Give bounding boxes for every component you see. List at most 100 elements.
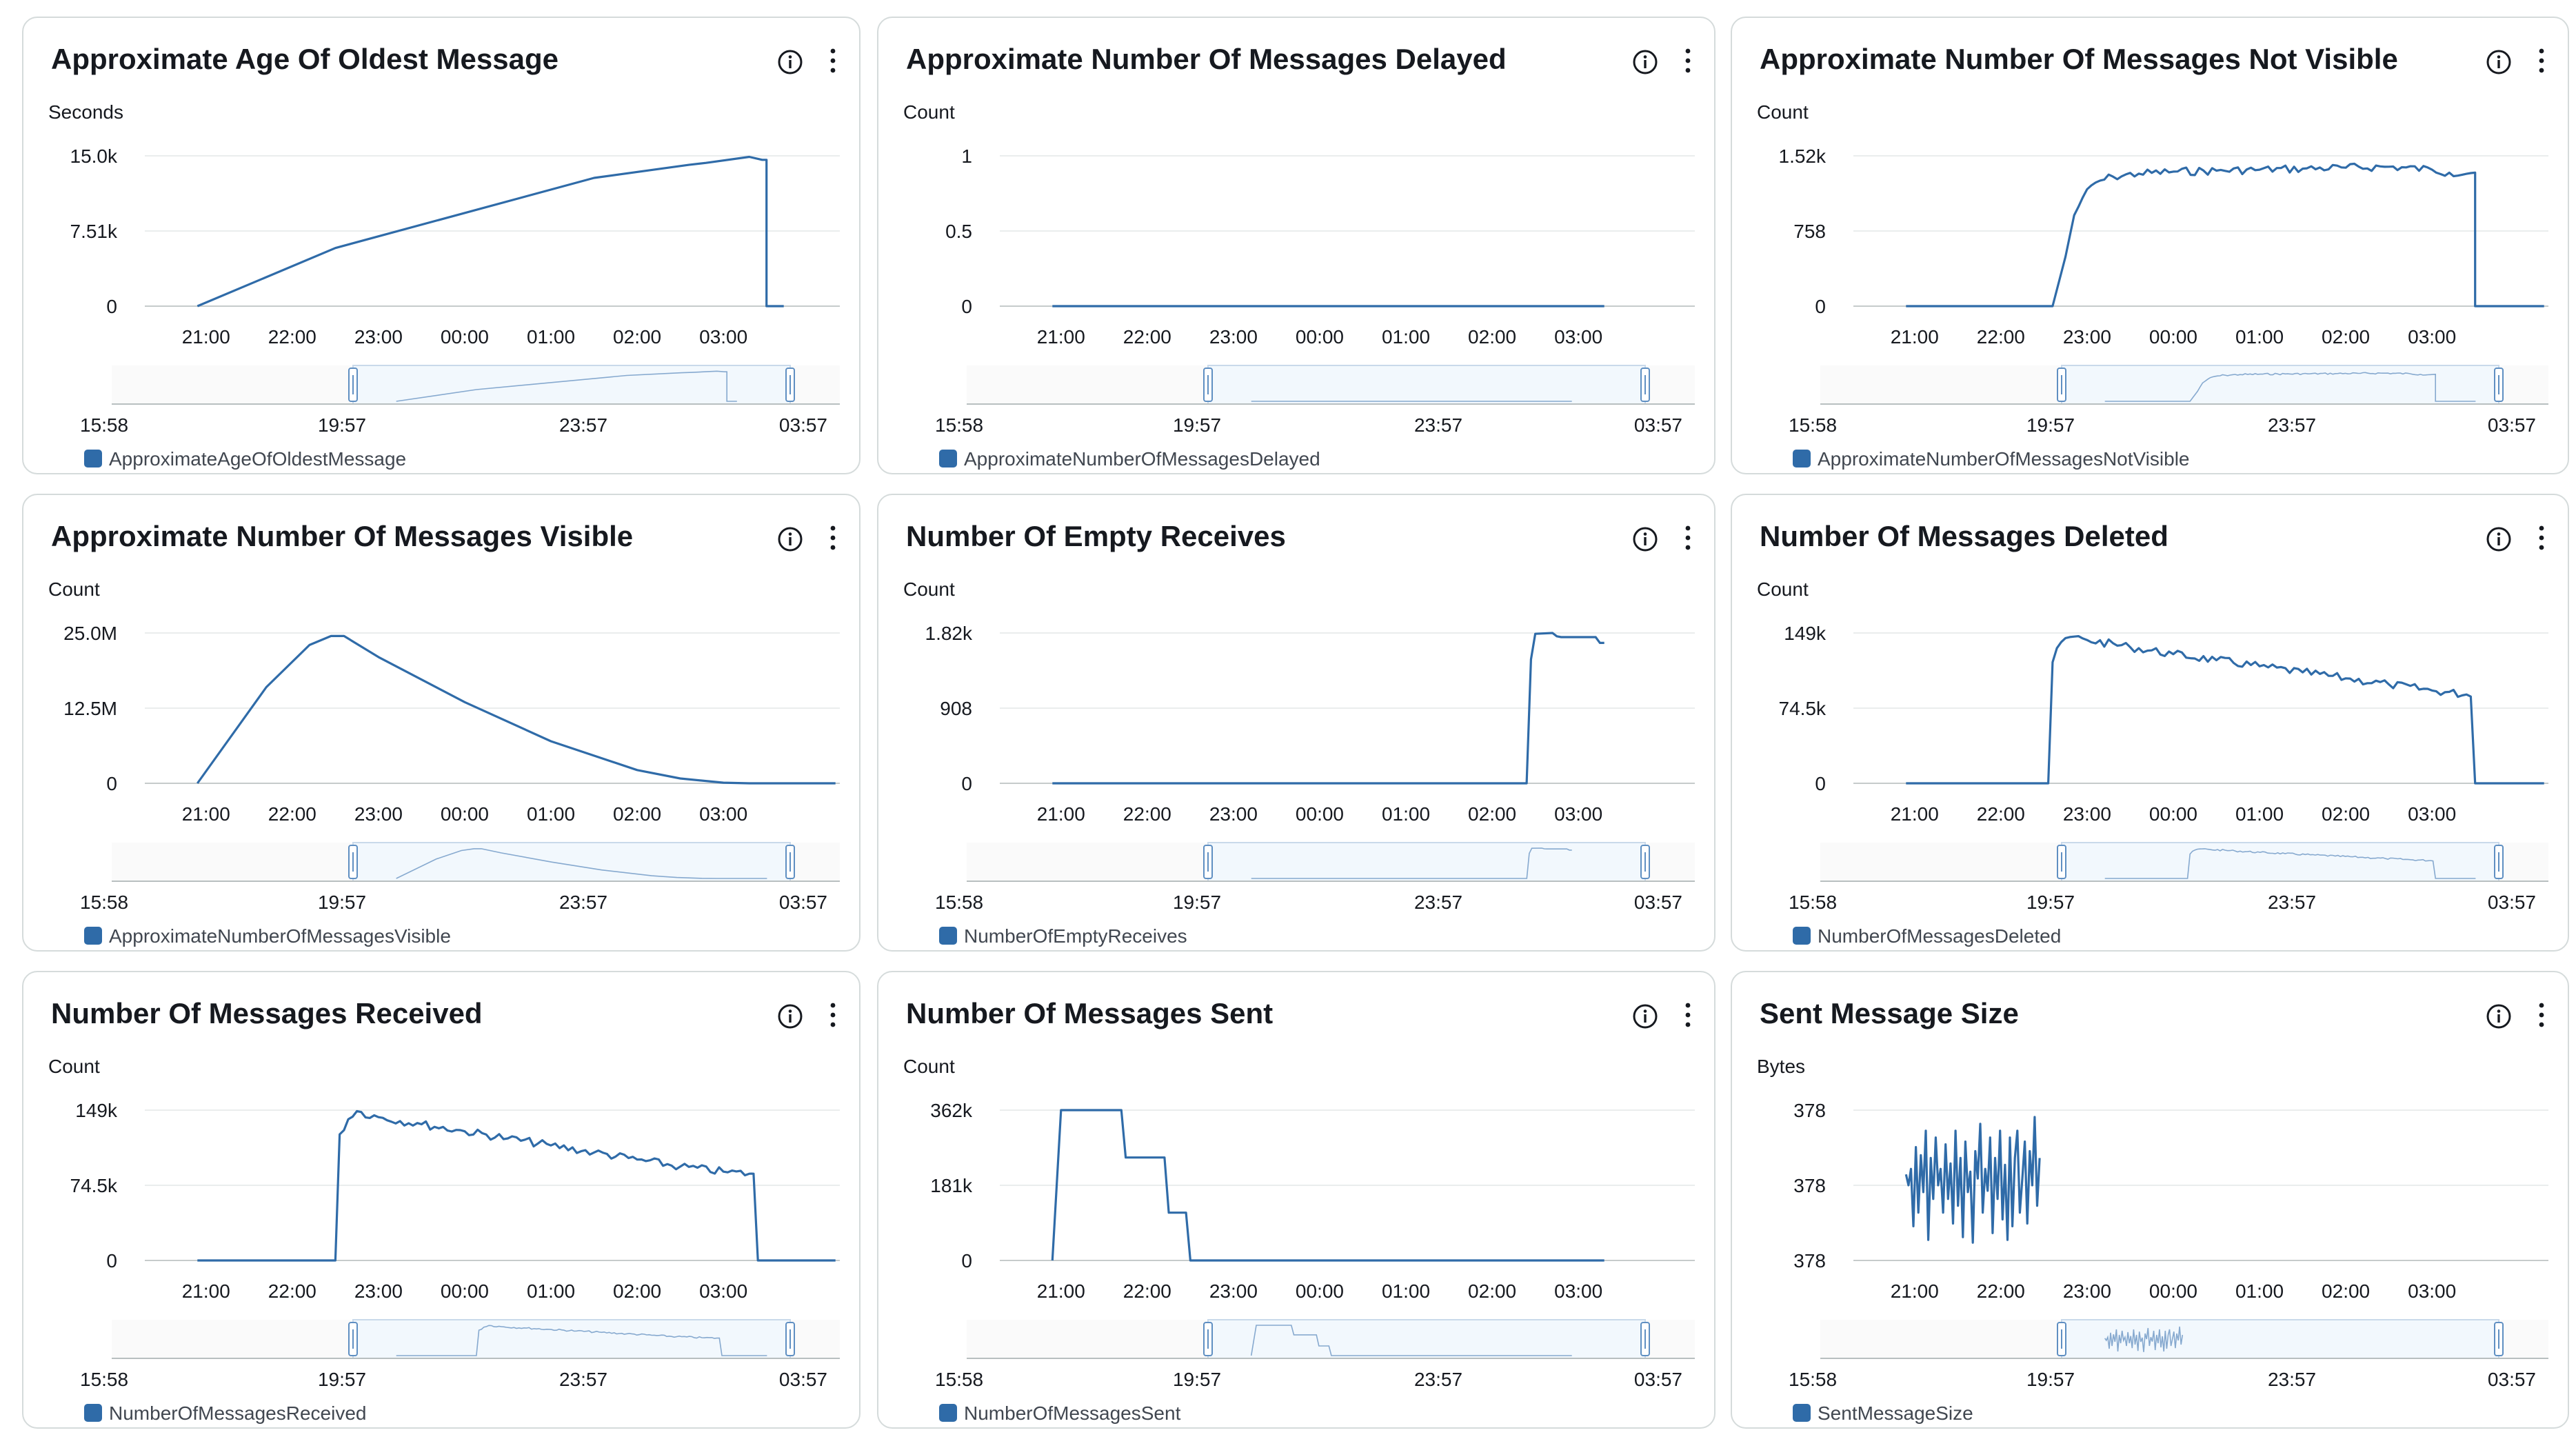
navigator-tick-label: 19:57 bbox=[2026, 414, 2075, 436]
metric-widget: Approximate Number Of Messages Delayed Co… bbox=[877, 17, 1715, 474]
x-tick-label: 22:00 bbox=[1977, 326, 2025, 348]
widget-title: Number Of Empty Receives bbox=[906, 520, 1286, 552]
info-icon[interactable] bbox=[2485, 48, 2513, 76]
navigator-tick-label: 03:57 bbox=[1634, 414, 1682, 436]
info-icon[interactable] bbox=[1631, 525, 1659, 553]
x-tick-label: 03:00 bbox=[1554, 803, 1602, 825]
legend-swatch[interactable] bbox=[84, 1404, 102, 1422]
series-line bbox=[1904, 1116, 2041, 1244]
x-tick-label: 02:00 bbox=[2322, 326, 2370, 348]
navigator-selection[interactable] bbox=[1207, 365, 1646, 405]
x-tick-label: 23:00 bbox=[354, 326, 403, 348]
x-tick-label: 01:00 bbox=[1382, 326, 1430, 348]
chart[interactable]: Count 1.82k 908 0 21:00 22:00 23:00 00:00 01:00 0… bbox=[878, 495, 1715, 952]
navigator-selection[interactable] bbox=[352, 1319, 791, 1359]
legend-swatch[interactable] bbox=[939, 927, 957, 945]
navigator-series bbox=[396, 370, 737, 402]
more-vertical-icon[interactable] bbox=[2533, 523, 2550, 553]
navigator-selection[interactable] bbox=[2061, 365, 2499, 405]
legend-swatch[interactable] bbox=[1793, 450, 1811, 467]
x-tick-label: 02:00 bbox=[613, 1280, 661, 1302]
x-tick-label: 21:00 bbox=[182, 803, 230, 825]
info-icon[interactable] bbox=[1631, 48, 1659, 76]
legend-label[interactable]: SentMessageSize bbox=[1818, 1402, 1973, 1424]
chart[interactable]: Seconds 15.0k 7.51k 0 21:00 22:00 23:00 00:00 01… bbox=[23, 18, 861, 474]
navigator-tick-label: 23:57 bbox=[1414, 414, 1462, 436]
info-icon[interactable] bbox=[2485, 1003, 2513, 1030]
series-line bbox=[1052, 632, 1604, 785]
y-axis-unit-label: Seconds bbox=[48, 101, 123, 123]
info-icon[interactable] bbox=[1631, 1003, 1659, 1030]
more-vertical-icon[interactable] bbox=[825, 523, 841, 553]
y-axis-unit-label: Count bbox=[48, 1056, 100, 1077]
legend-label[interactable]: NumberOfEmptyReceives bbox=[964, 925, 1187, 947]
widget-title: Number Of Messages Sent bbox=[906, 997, 1274, 1029]
x-tick-label: 21:00 bbox=[1891, 1280, 1939, 1302]
navigator-tick-label: 03:57 bbox=[1634, 892, 1682, 913]
x-tick-label: 22:00 bbox=[1123, 326, 1171, 348]
y-tick-label: 908 bbox=[940, 698, 972, 719]
x-tick-label: 02:00 bbox=[1468, 326, 1516, 348]
x-tick-label: 22:00 bbox=[268, 1280, 316, 1302]
legend-label[interactable]: NumberOfMessagesReceived bbox=[109, 1402, 367, 1424]
legend-label[interactable]: ApproximateAgeOfOldestMessage bbox=[109, 448, 406, 470]
legend-label[interactable]: NumberOfMessagesDeleted bbox=[1818, 925, 2061, 947]
more-vertical-icon[interactable] bbox=[1680, 1000, 1696, 1030]
legend-label[interactable]: ApproximateNumberOfMessagesNotVisible bbox=[1818, 448, 2190, 470]
legend-swatch[interactable] bbox=[1793, 927, 1811, 945]
navigator-tick-label: 15:58 bbox=[1789, 1369, 1837, 1390]
info-icon[interactable] bbox=[776, 1003, 804, 1030]
chart[interactable]: Count 362k 181k 0 21:00 22:00 23:00 00:00 01:00 0… bbox=[878, 972, 1715, 1429]
info-icon[interactable] bbox=[776, 525, 804, 553]
x-tick-label: 22:00 bbox=[268, 803, 316, 825]
legend-swatch[interactable] bbox=[939, 1404, 957, 1422]
x-tick-label: 23:00 bbox=[1209, 326, 1258, 348]
navigator-tick-label: 19:57 bbox=[1173, 414, 1221, 436]
x-tick-label: 22:00 bbox=[1977, 1280, 2025, 1302]
info-icon[interactable] bbox=[776, 48, 804, 76]
metric-widget: Approximate Number Of Messages Not Visib… bbox=[1731, 17, 2569, 474]
x-tick-label: 22:00 bbox=[1123, 1280, 1171, 1302]
navigator-tick-label: 19:57 bbox=[318, 892, 366, 913]
y-axis-unit-label: Count bbox=[48, 579, 100, 600]
x-tick-label: 02:00 bbox=[1468, 803, 1516, 825]
chart[interactable]: Count 149k 74.5k 0 21:00 22:00 23:00 00:00 01:00… bbox=[1732, 495, 2569, 952]
metric-widget: Approximate Number Of Messages Visible Co… bbox=[22, 494, 861, 952]
navigator-series bbox=[2104, 848, 2476, 879]
navigator-series bbox=[2104, 372, 2476, 402]
legend-label[interactable]: ApproximateNumberOfMessagesVisible bbox=[109, 925, 451, 947]
more-vertical-icon[interactable] bbox=[1680, 523, 1696, 553]
chart[interactable]: Count 1 0.5 0 21:00 22:00 23:00 00:00 01:00 02:00… bbox=[878, 18, 1715, 474]
x-tick-label: 03:00 bbox=[2408, 1280, 2456, 1302]
navigator-tick-label: 23:57 bbox=[2268, 1369, 2316, 1390]
more-vertical-icon[interactable] bbox=[825, 1000, 841, 1030]
chart[interactable]: Count 1.52k 758 0 21:00 22:00 23:00 00:00 01:00 0… bbox=[1732, 18, 2569, 474]
chart[interactable]: Bytes 378 378 378 21:00 22:00 23:00 00:00 01:00 0… bbox=[1732, 972, 2569, 1429]
more-vertical-icon[interactable] bbox=[1680, 46, 1696, 76]
navigator-selection[interactable] bbox=[1207, 842, 1646, 882]
x-tick-label: 21:00 bbox=[1891, 803, 1939, 825]
navigator-selection[interactable] bbox=[352, 842, 791, 882]
x-tick-label: 23:00 bbox=[2063, 326, 2111, 348]
chart[interactable]: Count 25.0M 12.5M 0 21:00 22:00 23:00 00:00 01:0… bbox=[23, 495, 861, 952]
navigator-tick-label: 15:58 bbox=[80, 892, 128, 913]
navigator-tick-label: 03:57 bbox=[1634, 1369, 1682, 1390]
info-icon[interactable] bbox=[2485, 525, 2513, 553]
x-tick-label: 23:00 bbox=[1209, 1280, 1258, 1302]
legend-swatch[interactable] bbox=[939, 450, 957, 467]
legend-swatch[interactable] bbox=[84, 450, 102, 467]
legend-label[interactable]: ApproximateNumberOfMessagesDelayed bbox=[964, 448, 1320, 470]
more-vertical-icon[interactable] bbox=[2533, 1000, 2550, 1030]
more-vertical-icon[interactable] bbox=[2533, 46, 2550, 76]
more-vertical-icon[interactable] bbox=[825, 46, 841, 76]
legend-swatch[interactable] bbox=[1793, 1404, 1811, 1422]
x-tick-label: 23:00 bbox=[1209, 803, 1258, 825]
legend-label[interactable]: NumberOfMessagesSent bbox=[964, 1402, 1181, 1424]
navigator-tick-label: 23:57 bbox=[1414, 1369, 1462, 1390]
chart[interactable]: Count 149k 74.5k 0 21:00 22:00 23:00 00:00 01:00… bbox=[23, 972, 861, 1429]
y-tick-label: 25.0M bbox=[63, 623, 117, 644]
x-tick-label: 00:00 bbox=[441, 326, 489, 348]
x-tick-label: 02:00 bbox=[2322, 1280, 2370, 1302]
legend-swatch[interactable] bbox=[84, 927, 102, 945]
navigator-tick-label: 23:57 bbox=[1414, 892, 1462, 913]
